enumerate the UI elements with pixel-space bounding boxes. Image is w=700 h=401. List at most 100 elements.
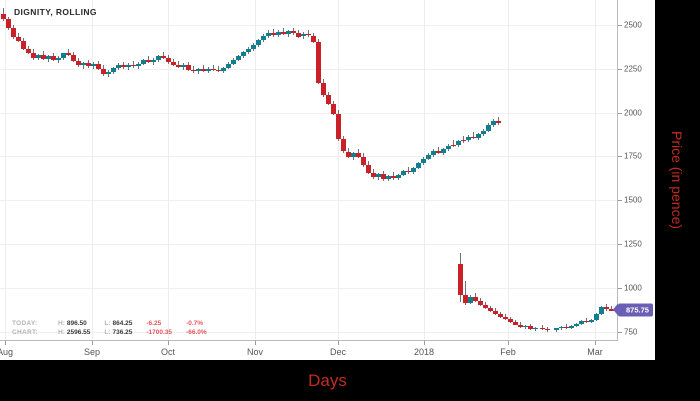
price-axis-tick <box>618 200 622 202</box>
candlestick-body <box>326 95 331 105</box>
high-key: H: <box>58 329 65 336</box>
candlestick <box>463 0 468 341</box>
candlestick <box>326 0 331 341</box>
candlestick-body <box>496 120 501 124</box>
candlestick <box>101 0 106 341</box>
date-axis-label: Sep <box>83 347 101 357</box>
candlestick-body <box>311 35 316 42</box>
chart-title: DIGNITY, ROLLING <box>14 7 97 17</box>
date-axis-label: Nov <box>246 347 264 357</box>
change-value: -1700.35 <box>146 329 173 336</box>
quote-info-row: TODAY: H: 896.50 L: 864.25 -6.25 -0.7% <box>12 319 221 328</box>
candlestick-body <box>421 158 426 164</box>
candlestick-body <box>411 168 416 173</box>
y-axis-title: Price (in pence) <box>655 0 700 360</box>
price-axis-label: 1750 <box>624 151 642 161</box>
candlestick-body <box>211 68 216 70</box>
candlestick-body <box>166 57 171 63</box>
candlestick-body <box>406 171 411 173</box>
candlestick-body <box>116 64 121 69</box>
gridline-horizontal <box>0 244 618 246</box>
candlestick <box>604 0 609 341</box>
gridline-vertical <box>424 0 425 341</box>
candlestick <box>186 0 191 341</box>
candlestick <box>141 0 146 341</box>
date-axis-tick <box>595 341 596 345</box>
candlestick-body <box>71 55 76 62</box>
candlestick-wick <box>453 140 454 148</box>
date-axis-label: Aug <box>0 347 14 357</box>
candlestick-body <box>31 53 36 58</box>
candlestick-body <box>286 31 291 34</box>
candlestick-body <box>559 326 564 329</box>
candlestick-body <box>261 35 266 41</box>
candlestick <box>436 0 441 341</box>
candlestick-body <box>396 175 401 179</box>
candlestick <box>476 0 481 341</box>
candlestick-body <box>533 327 538 329</box>
candlestick-body <box>146 60 151 62</box>
candlestick-body <box>491 120 496 125</box>
candlestick <box>16 0 21 341</box>
quote-info-box: TODAY: H: 896.50 L: 864.25 -6.25 -0.7% CHART: H:… <box>12 319 221 337</box>
candlestick <box>276 0 281 341</box>
candlestick-body <box>518 324 523 327</box>
candlestick <box>371 0 376 341</box>
candlestick <box>221 0 226 341</box>
candlestick <box>311 0 316 341</box>
candlestick <box>341 0 346 341</box>
candlestick <box>421 0 426 341</box>
candlestick <box>296 0 301 341</box>
date-axis-tick <box>168 341 169 345</box>
candlestick <box>41 0 46 341</box>
candlestick-body <box>579 321 584 324</box>
change-value: -6.25 <box>146 320 162 327</box>
candlestick <box>26 0 31 341</box>
candlestick-body <box>331 104 336 114</box>
candlestick-wick <box>68 49 69 57</box>
gridline-horizontal <box>0 288 618 290</box>
candlestick-body <box>41 54 46 59</box>
price-axis-label: 2250 <box>624 64 642 74</box>
candlestick-wick <box>393 172 394 180</box>
candlestick-body <box>56 57 61 61</box>
candlestick <box>401 0 406 341</box>
candlestick <box>411 0 416 341</box>
candlestick-body <box>141 60 146 64</box>
candlestick-body <box>76 61 81 66</box>
candlestick <box>498 0 503 341</box>
candlestick-body <box>96 64 101 69</box>
candlestick-body <box>508 319 513 322</box>
candlestick-body <box>473 296 478 301</box>
candlestick-body <box>381 174 386 180</box>
candlestick-wick <box>463 135 464 143</box>
candlestick-body <box>609 309 614 311</box>
candlestick <box>176 0 181 341</box>
price-axis-tick <box>618 244 622 246</box>
candlestick-body <box>81 63 86 66</box>
candlestick <box>61 0 66 341</box>
candlestick <box>321 0 326 341</box>
candlestick <box>518 0 523 341</box>
candlestick-body <box>51 55 56 61</box>
candlestick-body <box>356 153 361 157</box>
candlestick-body <box>126 65 131 68</box>
candlestick-body <box>528 325 533 329</box>
candlestick <box>458 0 463 341</box>
change-percent: -0.7% <box>186 320 204 327</box>
candlestick <box>473 0 478 341</box>
candlestick-body <box>436 150 441 153</box>
date-axis-tick <box>424 341 425 345</box>
candlestick <box>36 0 41 341</box>
candlestick-plot-area[interactable] <box>0 0 618 341</box>
candlestick-body <box>476 134 481 138</box>
candlestick <box>236 0 241 341</box>
current-price-badge[interactable]: 875.75 <box>613 303 653 317</box>
candlestick-body <box>246 48 251 53</box>
candlestick-wick <box>586 317 587 323</box>
candlestick <box>291 0 296 341</box>
candlestick-body <box>503 316 508 320</box>
candlestick-wick <box>203 65 204 72</box>
candlestick-body <box>171 62 176 65</box>
